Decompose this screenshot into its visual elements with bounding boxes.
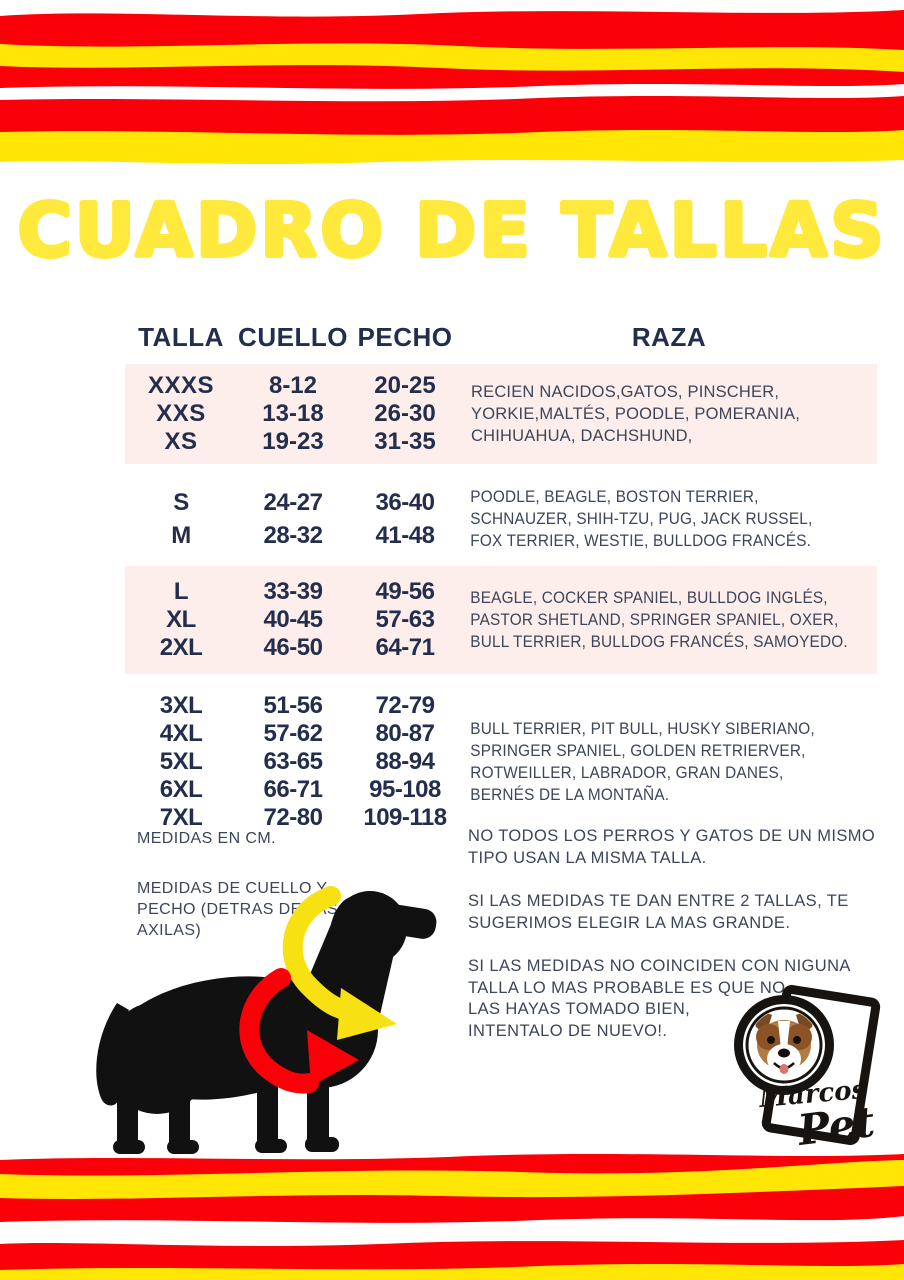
chest-cell: 49-56 bbox=[375, 578, 435, 605]
size-group-3xl-7xl: 3XL 51-56 72-79 4XL 57-62 80-87 5XL 63-6… bbox=[125, 684, 877, 840]
chest-cell: 95-108 bbox=[369, 776, 441, 803]
brand-logo: Marcos Pet bbox=[734, 985, 881, 1155]
chest-cell: 20-25 bbox=[374, 372, 436, 399]
neck-cell: 24-27 bbox=[263, 488, 323, 516]
size-cell: 5XL bbox=[159, 748, 203, 775]
note-between-sizes: SI LAS MEDIDAS TE DAN ENTRE 2 TALLAS, TE… bbox=[468, 892, 849, 932]
size-cell: XS bbox=[164, 428, 198, 455]
chest-cell: 80-87 bbox=[375, 720, 435, 747]
size-cell: 2XL bbox=[159, 634, 203, 661]
notes-right: NO TODOS LOS PERROS Y GATOS DE UN MISMO … bbox=[468, 826, 900, 1064]
size-cell: M bbox=[171, 521, 191, 549]
dog-measurement-diagram bbox=[96, 886, 437, 1154]
table-header-row: TALLA CUELLO PECHO RAZA bbox=[125, 322, 877, 364]
neck-cell: 51-56 bbox=[263, 692, 323, 719]
column-header-talla: TALLA bbox=[138, 322, 224, 352]
neck-cell: 33-39 bbox=[263, 578, 323, 605]
size-cell: 3XL bbox=[159, 692, 203, 719]
size-cell: XXXS bbox=[147, 372, 215, 399]
column-header-pecho: PECHO bbox=[357, 322, 453, 352]
page-title: CUADRO DE TALLAS bbox=[17, 188, 887, 274]
chest-cell: 57-63 bbox=[375, 606, 435, 633]
chest-cell: 26-30 bbox=[374, 400, 436, 427]
chest-cell: 72-79 bbox=[375, 692, 435, 719]
breed-list: BEAGLE, COCKER SPANIEL, BULLDOG INGLÉS, … bbox=[470, 589, 848, 651]
breed-list: BULL TERRIER, PIT BULL, HUSKY SIBERIANO,… bbox=[470, 720, 815, 804]
neck-cell: 19-23 bbox=[262, 428, 324, 455]
neck-cell: 57-62 bbox=[263, 720, 323, 747]
size-cell: 6XL bbox=[159, 776, 203, 803]
neck-cell: 46-50 bbox=[263, 634, 323, 661]
bottom-stripes-decoration bbox=[0, 1154, 904, 1280]
chest-cell: 109-118 bbox=[363, 804, 447, 831]
neck-cell: 28-32 bbox=[263, 521, 323, 549]
column-header-cuello: CUELLO bbox=[238, 322, 348, 352]
size-group-l-2xl: L 33-39 49-56 XL 40-45 57-63 2XL 46-50 6… bbox=[125, 566, 877, 674]
note-same-size: NO TODOS LOS PERROS Y GATOS DE UN MISMO … bbox=[468, 827, 876, 867]
note-units: MEDIDAS EN CM. bbox=[137, 830, 276, 847]
note-measure-location: MEDIDAS DE CUELLO Y PECHO (DETRAS DE LAS… bbox=[137, 880, 338, 939]
neck-cell: 63-65 bbox=[263, 748, 323, 775]
size-cell: S bbox=[173, 488, 189, 516]
chest-cell: 41-48 bbox=[375, 521, 435, 549]
logo-brand-word: Pet bbox=[794, 1097, 877, 1155]
top-stripes-decoration bbox=[0, 10, 904, 164]
neck-cell: 66-71 bbox=[263, 776, 323, 803]
neck-cell: 8-12 bbox=[268, 372, 318, 399]
size-group-xxxs-xs: XXXS 8-12 20-25 XXS 13-18 26-30 XS 19-23… bbox=[125, 364, 877, 464]
size-cell: L bbox=[173, 578, 189, 605]
size-cell: XXS bbox=[156, 400, 206, 427]
note-no-match: SI LAS MEDIDAS NO COINCIDEN CON NIGUNA T… bbox=[468, 957, 851, 1040]
size-cell: 7XL bbox=[159, 804, 203, 831]
neck-cell: 13-18 bbox=[262, 400, 324, 427]
breed-list: POODLE, BEAGLE, BOSTON TERRIER, SCHNAUZE… bbox=[470, 488, 813, 550]
column-header-raza: RAZA bbox=[631, 322, 707, 352]
chest-cell: 36-40 bbox=[375, 488, 435, 516]
chest-cell: 31-35 bbox=[374, 428, 436, 455]
neck-cell: 40-45 bbox=[263, 606, 323, 633]
chest-measure-arrow-icon bbox=[239, 968, 359, 1094]
chest-cell: 88-94 bbox=[375, 748, 435, 775]
breed-list: RECIEN NACIDOS,GATOS, PINSCHER, YORKIE,M… bbox=[471, 383, 801, 445]
size-cell: 4XL bbox=[159, 720, 203, 747]
size-group-s-m: S 24-27 36-40 M 28-32 41-48 POODLE, BEAG… bbox=[125, 478, 877, 560]
size-cell: XL bbox=[166, 606, 196, 633]
neck-cell: 72-80 bbox=[263, 804, 323, 831]
logo-dog-photo bbox=[734, 995, 834, 1095]
size-table: TALLA CUELLO PECHO RAZA XXXS 8-12 20-25 … bbox=[125, 322, 877, 840]
neck-measure-arrow-icon bbox=[282, 886, 397, 1040]
chest-cell: 64-71 bbox=[375, 634, 435, 661]
